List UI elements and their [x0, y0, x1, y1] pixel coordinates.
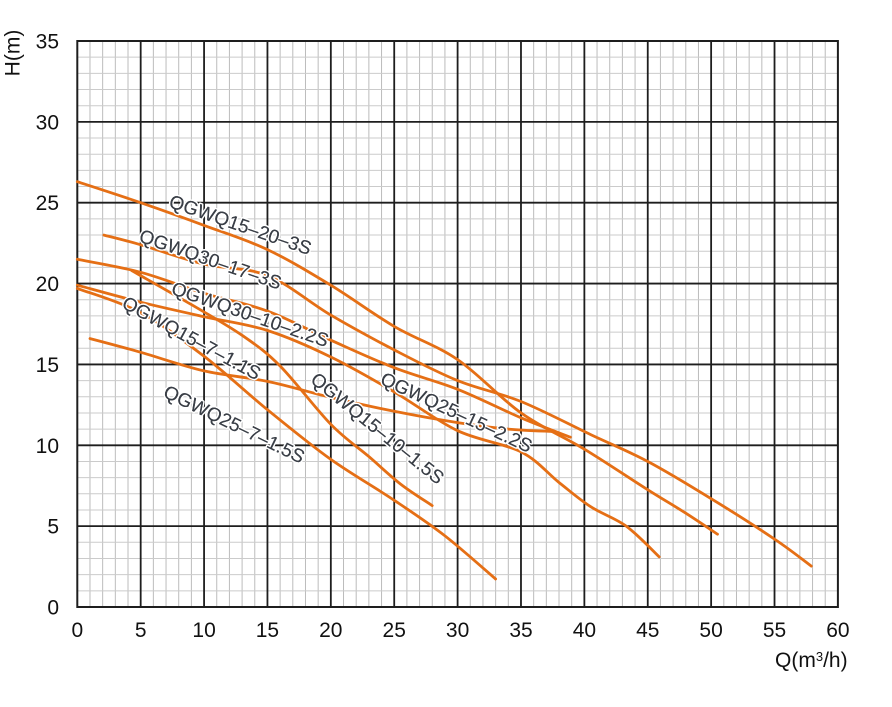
svg-text:35: 35 — [36, 31, 59, 54]
svg-text:45: 45 — [636, 619, 659, 642]
svg-text:5: 5 — [135, 619, 147, 642]
svg-text:H(m): H(m) — [2, 30, 25, 77]
svg-text:20: 20 — [36, 273, 59, 296]
svg-text:20: 20 — [319, 619, 342, 642]
svg-text:55: 55 — [763, 619, 786, 642]
svg-text:10: 10 — [192, 619, 215, 642]
svg-text:40: 40 — [573, 619, 596, 642]
svg-text:25: 25 — [383, 619, 406, 642]
svg-text:30: 30 — [446, 619, 469, 642]
svg-text:0: 0 — [47, 597, 59, 620]
svg-text:60: 60 — [826, 619, 849, 642]
svg-text:25: 25 — [36, 192, 59, 215]
svg-text:50: 50 — [699, 619, 722, 642]
svg-text:15: 15 — [256, 619, 279, 642]
svg-text:Q(m3/h): Q(m3/h) — [775, 649, 848, 672]
svg-text:15: 15 — [36, 354, 59, 377]
svg-text:30: 30 — [36, 111, 59, 134]
svg-text:0: 0 — [71, 619, 83, 642]
svg-text:35: 35 — [509, 619, 532, 642]
svg-text:10: 10 — [36, 435, 59, 458]
svg-text:5: 5 — [47, 516, 59, 539]
